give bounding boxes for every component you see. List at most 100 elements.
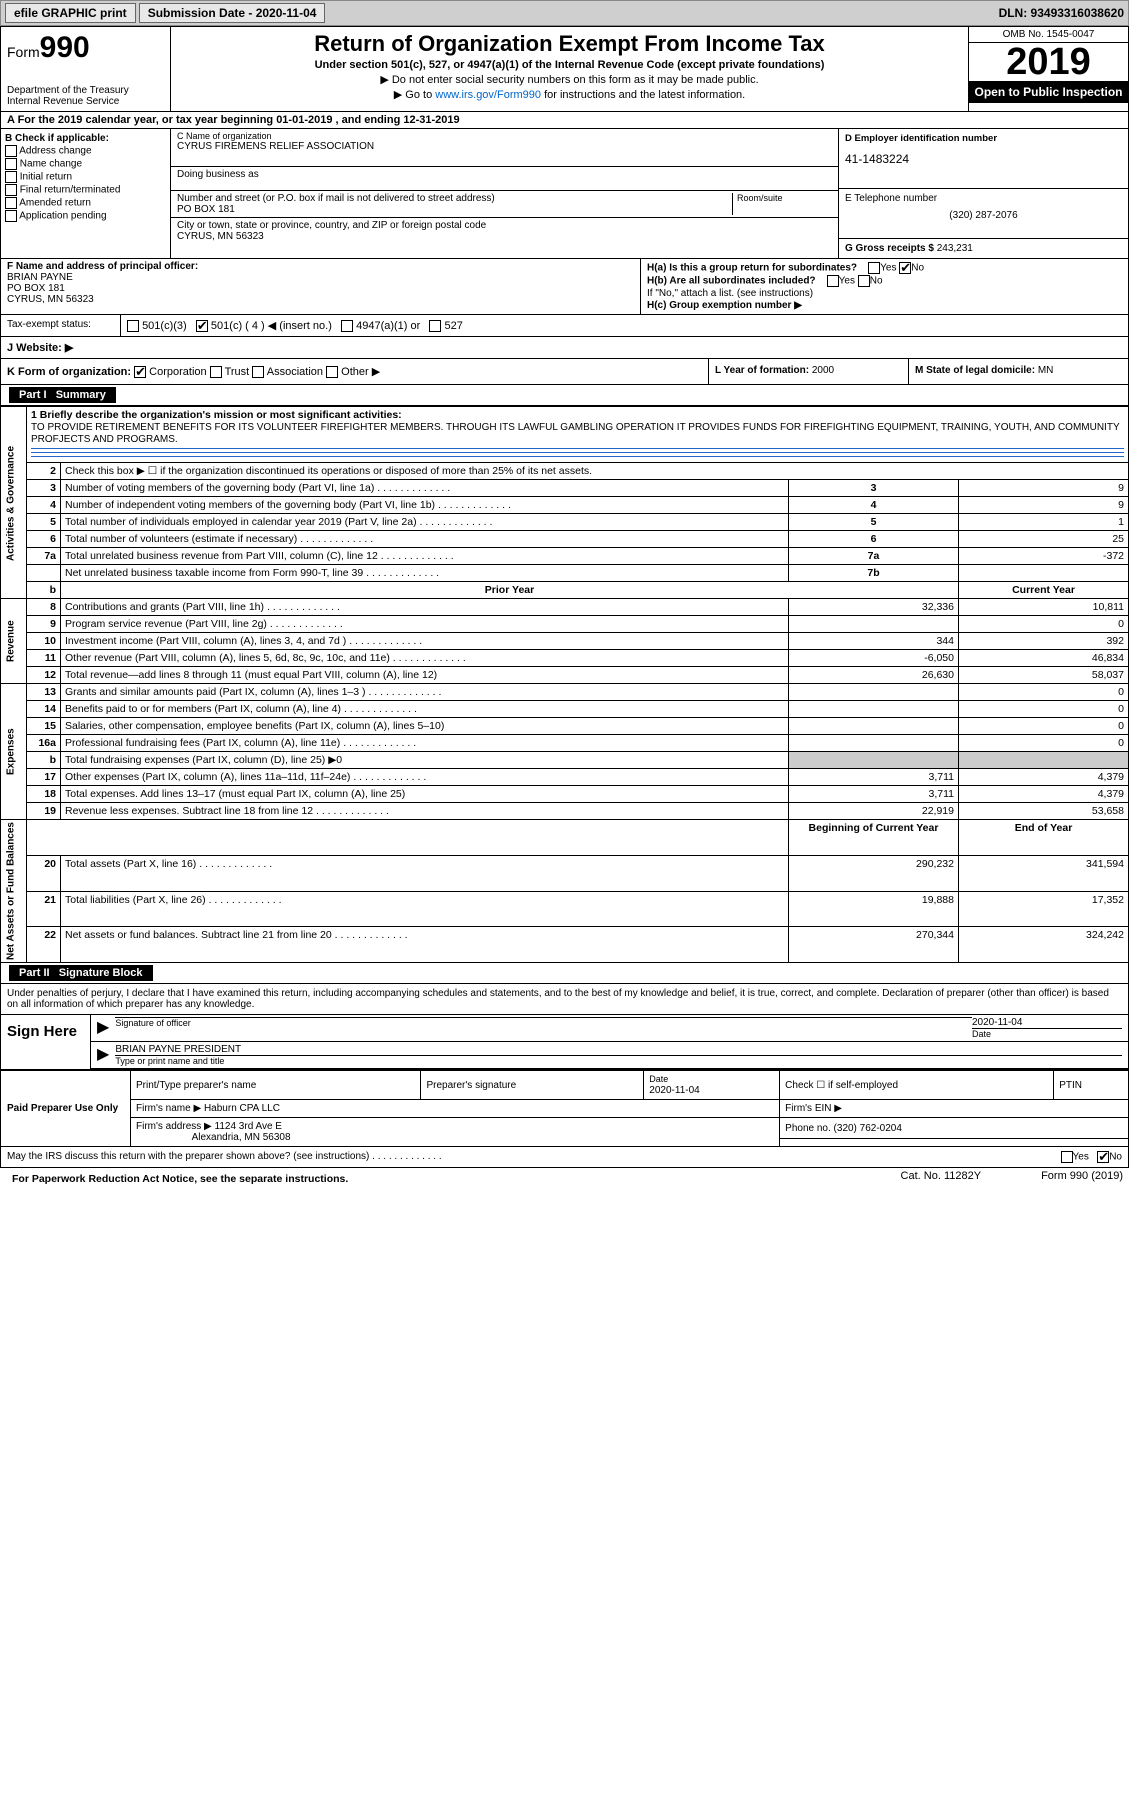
row-current: 58,037 xyxy=(959,667,1129,684)
discuss-yes[interactable] xyxy=(1061,1151,1073,1163)
row-desc: Total assets (Part X, line 16) xyxy=(61,855,789,891)
cb-4947[interactable] xyxy=(341,320,353,332)
form-number: 990 xyxy=(40,31,90,64)
row-num: 7a xyxy=(27,548,61,565)
hb-yes[interactable] xyxy=(827,275,839,287)
tax-status-opts: 501(c)(3) 501(c) ( 4 ) ◀ (insert no.) 49… xyxy=(121,315,1128,336)
row-num: 5 xyxy=(27,514,61,531)
city-label: City or town, state or province, country… xyxy=(177,220,832,231)
row-prior: 19,888 xyxy=(789,891,959,927)
hb-note: If "No," attach a list. (see instruction… xyxy=(647,288,1122,299)
row-box: 5 xyxy=(789,514,959,531)
row-num: 14 xyxy=(27,701,61,718)
part1-label: Part I Summary xyxy=(9,387,116,403)
officer-addr1: PO BOX 181 xyxy=(7,283,65,294)
cb-initial-return[interactable]: Initial return xyxy=(5,171,166,183)
row-desc: Total liabilities (Part X, line 26) xyxy=(61,891,789,927)
header-right: OMB No. 1545-0047 2019 Open to Public In… xyxy=(968,27,1128,111)
org-name-block: C Name of organization CYRUS FIREMENS RE… xyxy=(171,129,838,167)
hc-label: H(c) Group exemption number ▶ xyxy=(647,300,802,311)
city-value: CYRUS, MN 56323 xyxy=(177,231,832,242)
cb-app-pending[interactable]: Application pending xyxy=(5,210,166,222)
footer: For Paperwork Reduction Act Notice, see … xyxy=(0,1168,1129,1190)
row-prior: 32,336 xyxy=(789,599,959,616)
row-num: 13 xyxy=(27,684,61,701)
cb-527[interactable] xyxy=(429,320,441,332)
prep-date: Date2020-11-04 xyxy=(644,1071,780,1100)
goto-note: ▶ Go to www.irs.gov/Form990 for instruct… xyxy=(177,88,962,101)
ein-label: D Employer identification number xyxy=(845,133,1122,144)
submission-date: Submission Date - 2020-11-04 xyxy=(139,3,326,23)
ha-no[interactable] xyxy=(899,262,911,274)
row-current: 0 xyxy=(959,684,1129,701)
row-num xyxy=(27,565,61,582)
row-box: 7a xyxy=(789,548,959,565)
row-current: 0 xyxy=(959,616,1129,633)
current-year-hdr: Current Year xyxy=(959,582,1129,599)
officer-addr2: CYRUS, MN 56323 xyxy=(7,294,94,305)
row-desc: Revenue less expenses. Subtract line 18 … xyxy=(61,803,789,820)
box-f-label: F Name and address of principal officer: xyxy=(7,261,198,272)
dln: DLN: 93493316038620 xyxy=(999,6,1124,20)
discuss-row: May the IRS discuss this return with the… xyxy=(0,1147,1129,1168)
org-name: CYRUS FIREMENS RELIEF ASSOCIATION xyxy=(177,141,832,152)
cb-501c[interactable] xyxy=(196,320,208,332)
row-desc: Benefits paid to or for members (Part IX… xyxy=(61,701,789,718)
goto-post: for instructions and the latest informat… xyxy=(541,89,745,101)
goto-pre: ▶ Go to xyxy=(394,89,435,101)
row-prior: 26,630 xyxy=(789,667,959,684)
col-cd: C Name of organization CYRUS FIREMENS RE… xyxy=(171,129,1128,258)
begin-year-hdr: Beginning of Current Year xyxy=(789,820,959,856)
name-title-label: Type or print name and title xyxy=(115,1055,1122,1066)
row-current: 0 xyxy=(959,701,1129,718)
form990-link[interactable]: www.irs.gov/Form990 xyxy=(435,89,541,101)
sign-here-label: Sign Here xyxy=(1,1015,91,1069)
side-net-assets: Net Assets or Fund Balances xyxy=(1,820,27,963)
hb-no[interactable] xyxy=(858,275,870,287)
ha-yes[interactable] xyxy=(868,262,880,274)
row-desc: Number of independent voting members of … xyxy=(61,497,789,514)
row-val: 1 xyxy=(959,514,1129,531)
box-b: B Check if applicable: Address change Na… xyxy=(1,129,171,258)
ha-label: H(a) Is this a group return for subordin… xyxy=(647,263,857,274)
row-desc: Number of voting members of the governin… xyxy=(61,480,789,497)
row-prior: 3,711 xyxy=(789,786,959,803)
row-num: b xyxy=(27,752,61,769)
row-desc: Contributions and grants (Part VIII, lin… xyxy=(61,599,789,616)
cat-no: Cat. No. 11282Y xyxy=(901,1170,982,1188)
cb-name-change[interactable]: Name change xyxy=(5,158,166,170)
firm-address: Firm's address ▶ 1124 3rd Ave E Alexandr… xyxy=(131,1118,780,1147)
row-val xyxy=(959,565,1129,582)
form-subtitle: Under section 501(c), 527, or 4947(a)(1)… xyxy=(177,59,962,71)
row-desc: Program service revenue (Part VIII, line… xyxy=(61,616,789,633)
arrow-icon: ▶ xyxy=(97,1017,109,1039)
signature-block: Under penalties of perjury, I declare th… xyxy=(0,984,1129,1070)
part2-header: Part II Signature Block xyxy=(0,963,1129,984)
row-current: 46,834 xyxy=(959,650,1129,667)
self-employed: Check ☐ if self-employed xyxy=(780,1071,1054,1100)
discuss-no[interactable] xyxy=(1097,1151,1109,1163)
cb-501c3[interactable] xyxy=(127,320,139,332)
row-desc: Net assets or fund balances. Subtract li… xyxy=(61,927,789,963)
row-desc: Professional fundraising fees (Part IX, … xyxy=(61,735,789,752)
cb-amended[interactable]: Amended return xyxy=(5,197,166,209)
row-num: 22 xyxy=(27,927,61,963)
form-footer: Form 990 (2019) xyxy=(1041,1170,1123,1188)
tel-value: (320) 287-2076 xyxy=(845,210,1122,221)
row-num: 2 xyxy=(27,463,61,480)
row-num: 8 xyxy=(27,599,61,616)
cb-trust[interactable] xyxy=(210,366,222,378)
header-mid: Return of Organization Exempt From Incom… xyxy=(171,27,968,111)
cb-final-return[interactable]: Final return/terminated xyxy=(5,184,166,196)
row-desc: Total number of volunteers (estimate if … xyxy=(61,531,789,548)
gross-label: G Gross receipts $ xyxy=(845,243,934,254)
row-desc: Total unrelated business revenue from Pa… xyxy=(61,548,789,565)
cb-assoc[interactable] xyxy=(252,366,264,378)
row-val: 9 xyxy=(959,480,1129,497)
efile-button[interactable]: efile GRAPHIC print xyxy=(5,3,136,23)
row-desc: Other revenue (Part VIII, column (A), li… xyxy=(61,650,789,667)
cb-address-change[interactable]: Address change xyxy=(5,145,166,157)
cb-other[interactable] xyxy=(326,366,338,378)
row-prior xyxy=(789,752,959,769)
cb-corp[interactable] xyxy=(134,366,146,378)
